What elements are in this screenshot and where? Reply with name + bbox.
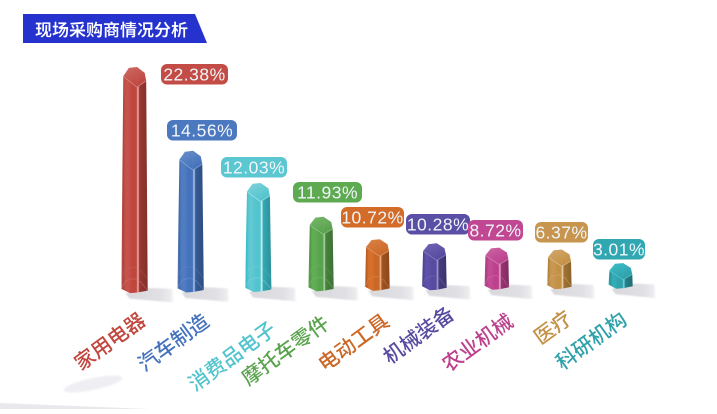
svg-text:10.28%: 10.28%	[407, 214, 469, 234]
svg-text:12.03%: 12.03%	[223, 157, 285, 177]
svg-text:10.72%: 10.72%	[341, 207, 403, 227]
svg-text:8.72%: 8.72%	[469, 220, 521, 240]
svg-text:11.93%: 11.93%	[297, 182, 358, 202]
svg-text:3.01%: 3.01%	[593, 239, 645, 259]
svg-text:14.56%: 14.56%	[171, 120, 233, 140]
svg-text:22.38%: 22.38%	[163, 64, 225, 84]
svg-text:6.37%: 6.37%	[535, 222, 587, 242]
